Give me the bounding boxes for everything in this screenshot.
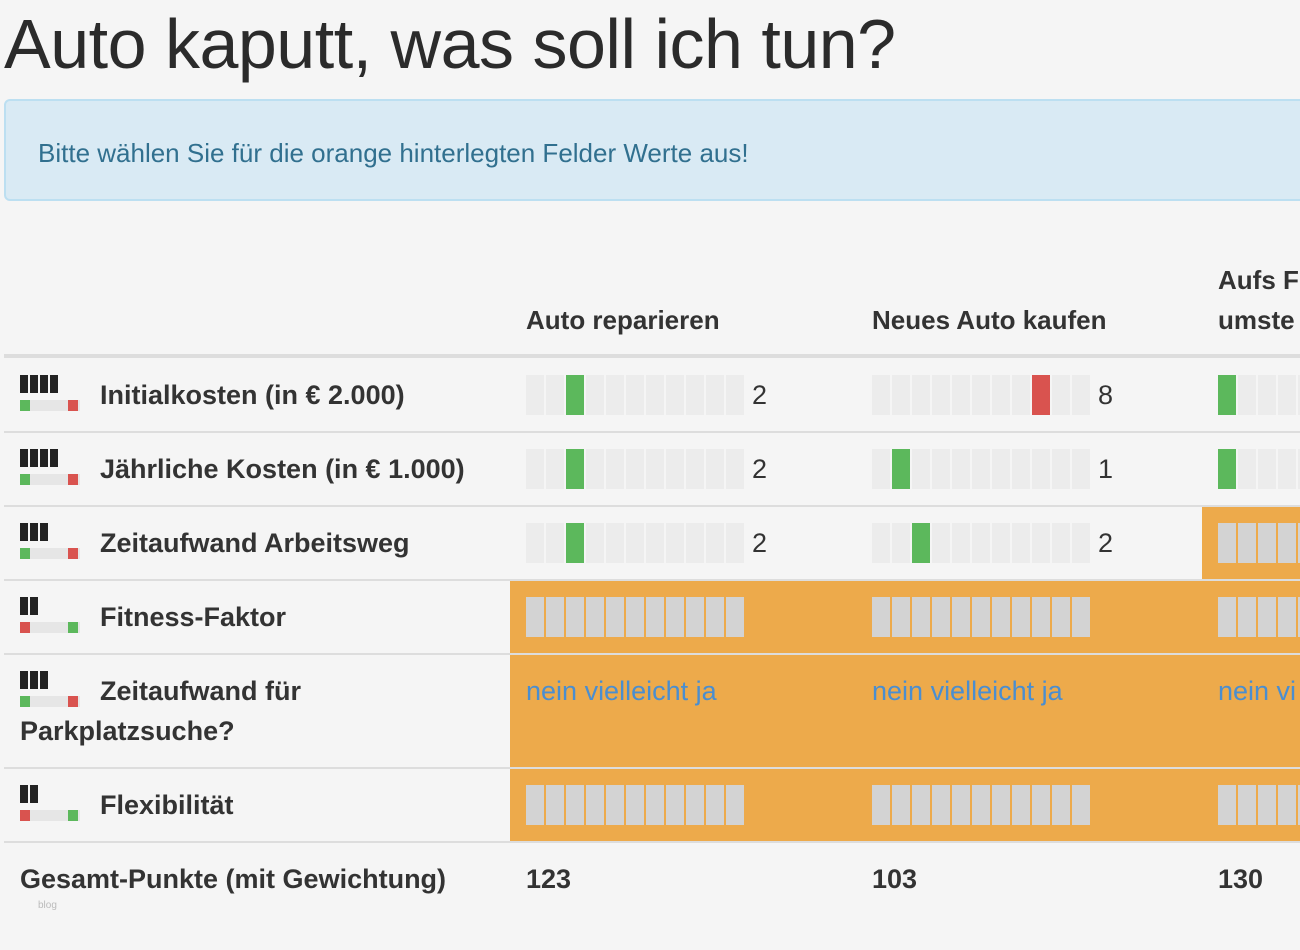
- page-title: Auto kaputt, was soll ich tun?: [4, 5, 896, 83]
- totals-label: Gesamt-Punkte (mit Gewichtung): [20, 864, 447, 894]
- row-label-zeitaufwand-arbeitsweg: Zeitaufwand Arbeitsweg: [100, 528, 410, 558]
- weight-high-good-icon[interactable]: [20, 597, 80, 633]
- rating-value: 1: [1098, 454, 1114, 484]
- row-divider: [4, 767, 1300, 769]
- rating-scale[interactable]: [1218, 523, 1300, 563]
- row-label-parkplatzsuche-line2: Parkplatzsuche?: [20, 716, 235, 746]
- choice-option-nein[interactable]: nein: [872, 676, 924, 706]
- row-label-initialkosten: Initialkosten (in € 2.000): [100, 380, 405, 410]
- column-header-switch-line1: Aufs F: [1218, 265, 1299, 295]
- total-value: 103: [872, 864, 918, 894]
- column-header-switch-line2: umste: [1218, 305, 1295, 335]
- rating-value: 2: [752, 380, 768, 410]
- row-divider: [4, 505, 1300, 507]
- column-header-buy: Neues Auto kaufen: [872, 305, 1107, 335]
- rating-scale[interactable]: [872, 375, 1092, 415]
- weight-low-good-icon[interactable]: [20, 671, 80, 707]
- header-divider: [4, 354, 1300, 358]
- weight-low-good-icon[interactable]: [20, 523, 80, 559]
- weight-low-good-icon[interactable]: [20, 375, 80, 411]
- row-label-parkplatzsuche-line1: Zeitaufwand für: [100, 676, 301, 706]
- decision-table: Auto reparieren Neues Auto kaufen Aufs F…: [4, 230, 1300, 940]
- choice-option-ja[interactable]: ja: [1041, 676, 1063, 706]
- choice-group-truncated[interactable]: nein vi: [1218, 676, 1297, 706]
- row-label-flexibilitaet: Flexibilität: [100, 790, 234, 820]
- rating-scale[interactable]: [1218, 785, 1300, 825]
- row-label-fitness-faktor: Fitness-Faktor: [100, 602, 287, 632]
- row-divider: [4, 431, 1300, 433]
- choice-option-ja[interactable]: ja: [695, 676, 717, 706]
- rating-value: 2: [752, 528, 768, 558]
- rating-scale[interactable]: [526, 375, 746, 415]
- rating-scale[interactable]: [526, 523, 746, 563]
- weight-high-good-icon[interactable]: [20, 785, 80, 821]
- rating-scale[interactable]: [1218, 449, 1300, 489]
- rating-scale[interactable]: [872, 597, 1092, 637]
- rating-scale[interactable]: [872, 449, 1092, 489]
- rating-scale[interactable]: [872, 523, 1092, 563]
- total-value: 130: [1218, 864, 1264, 894]
- info-alert: Bitte wählen Sie für die orange hinterle…: [4, 99, 1300, 201]
- rating-scale[interactable]: [1218, 375, 1300, 415]
- watermark: blog: [38, 900, 57, 911]
- choice-option-vielleicht[interactable]: vielleicht: [584, 676, 689, 706]
- rating-scale[interactable]: [1218, 597, 1300, 637]
- rating-scale[interactable]: [526, 597, 746, 637]
- rating-value: 2: [1098, 528, 1114, 558]
- choice-group: nein vielleicht ja: [526, 676, 717, 707]
- rating-value: 2: [752, 454, 768, 484]
- weight-low-good-icon[interactable]: [20, 449, 80, 485]
- column-header-repair: Auto reparieren: [526, 305, 720, 335]
- rating-scale[interactable]: [526, 785, 746, 825]
- rating-scale[interactable]: [526, 449, 746, 489]
- rating-value: 8: [1098, 380, 1114, 410]
- choice-option-vielleicht[interactable]: vielleicht: [930, 676, 1035, 706]
- row-divider: [4, 579, 1300, 581]
- total-value: 123: [526, 864, 572, 894]
- row-label-jaehrliche-kosten: Jährliche Kosten (in € 1.000): [100, 454, 465, 484]
- rating-scale[interactable]: [872, 785, 1092, 825]
- row-divider: [4, 653, 1300, 655]
- choice-group: nein vielleicht ja: [872, 676, 1063, 707]
- alert-text: Bitte wählen Sie für die orange hinterle…: [38, 138, 749, 168]
- row-divider: [4, 841, 1300, 843]
- choice-option-nein[interactable]: nein: [526, 676, 578, 706]
